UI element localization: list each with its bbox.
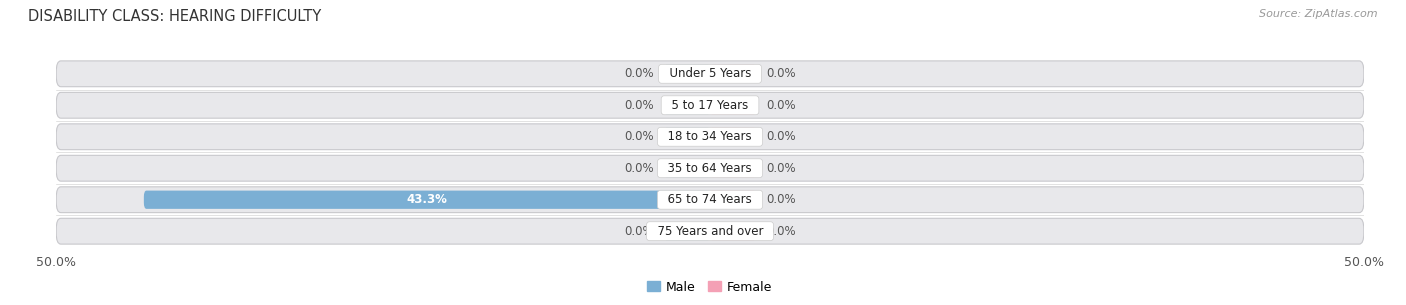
FancyBboxPatch shape — [56, 155, 1364, 181]
FancyBboxPatch shape — [56, 218, 1364, 244]
Text: 0.0%: 0.0% — [624, 225, 654, 238]
Text: 18 to 34 Years: 18 to 34 Years — [661, 130, 759, 143]
Text: 0.0%: 0.0% — [766, 130, 796, 143]
FancyBboxPatch shape — [56, 187, 1364, 213]
FancyBboxPatch shape — [710, 96, 756, 114]
Legend: Male, Female: Male, Female — [643, 275, 778, 299]
Text: 0.0%: 0.0% — [766, 99, 796, 112]
Text: 43.3%: 43.3% — [406, 193, 447, 206]
Text: 0.0%: 0.0% — [766, 162, 796, 175]
FancyBboxPatch shape — [710, 222, 756, 240]
Text: 0.0%: 0.0% — [766, 225, 796, 238]
Text: 75 Years and over: 75 Years and over — [650, 225, 770, 238]
Text: 0.0%: 0.0% — [624, 130, 654, 143]
Text: Source: ZipAtlas.com: Source: ZipAtlas.com — [1260, 9, 1378, 19]
FancyBboxPatch shape — [710, 65, 756, 83]
Text: 65 to 74 Years: 65 to 74 Years — [661, 193, 759, 206]
FancyBboxPatch shape — [710, 127, 756, 146]
Text: 0.0%: 0.0% — [766, 67, 796, 80]
Text: 0.0%: 0.0% — [624, 162, 654, 175]
Text: 0.0%: 0.0% — [624, 99, 654, 112]
Text: 5 to 17 Years: 5 to 17 Years — [664, 99, 756, 112]
FancyBboxPatch shape — [664, 96, 710, 114]
FancyBboxPatch shape — [56, 92, 1364, 118]
Text: 35 to 64 Years: 35 to 64 Years — [661, 162, 759, 175]
FancyBboxPatch shape — [56, 124, 1364, 150]
Text: DISABILITY CLASS: HEARING DIFFICULTY: DISABILITY CLASS: HEARING DIFFICULTY — [28, 9, 322, 24]
FancyBboxPatch shape — [710, 191, 756, 209]
FancyBboxPatch shape — [710, 159, 756, 178]
FancyBboxPatch shape — [664, 127, 710, 146]
Text: Under 5 Years: Under 5 Years — [662, 67, 758, 80]
Text: 0.0%: 0.0% — [624, 67, 654, 80]
FancyBboxPatch shape — [664, 65, 710, 83]
FancyBboxPatch shape — [664, 222, 710, 240]
Text: 0.0%: 0.0% — [766, 193, 796, 206]
FancyBboxPatch shape — [664, 159, 710, 178]
FancyBboxPatch shape — [56, 61, 1364, 87]
FancyBboxPatch shape — [143, 191, 710, 209]
